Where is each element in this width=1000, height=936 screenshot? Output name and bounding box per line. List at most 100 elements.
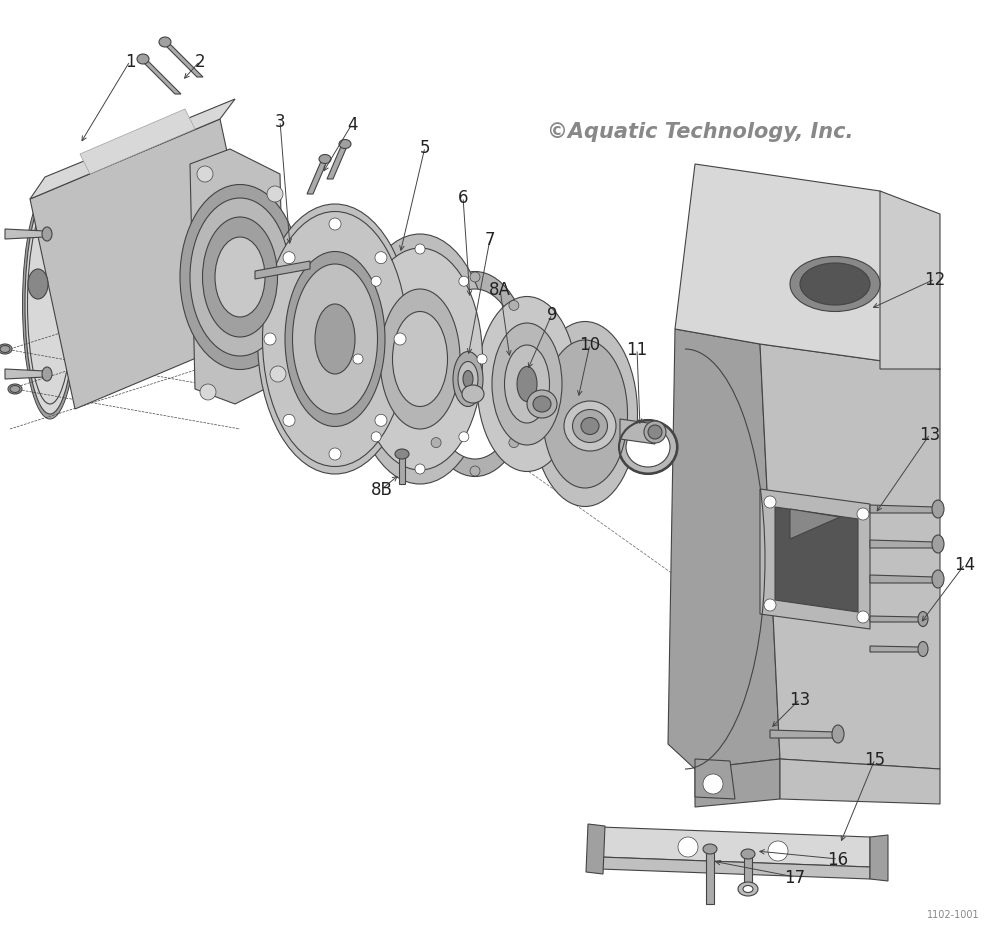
Text: 10: 10	[579, 336, 601, 354]
Polygon shape	[255, 262, 310, 280]
Ellipse shape	[918, 642, 928, 657]
Circle shape	[431, 301, 441, 311]
Polygon shape	[695, 759, 735, 799]
Ellipse shape	[319, 155, 331, 165]
Ellipse shape	[458, 362, 478, 397]
Polygon shape	[870, 616, 920, 622]
Circle shape	[371, 432, 381, 443]
Ellipse shape	[262, 212, 408, 467]
Ellipse shape	[380, 289, 460, 430]
Ellipse shape	[159, 38, 171, 48]
Polygon shape	[586, 824, 605, 874]
Text: 7: 7	[485, 231, 495, 249]
Ellipse shape	[202, 218, 278, 338]
Circle shape	[477, 355, 487, 365]
Text: 9: 9	[547, 306, 557, 324]
Circle shape	[470, 466, 480, 476]
Ellipse shape	[738, 882, 758, 896]
Circle shape	[703, 774, 723, 794]
Polygon shape	[790, 509, 840, 539]
Text: 15: 15	[864, 750, 886, 768]
Text: 3: 3	[275, 113, 285, 131]
Circle shape	[857, 611, 869, 623]
Ellipse shape	[0, 344, 12, 355]
Ellipse shape	[137, 55, 149, 65]
Polygon shape	[770, 730, 835, 739]
Ellipse shape	[258, 205, 413, 475]
Polygon shape	[870, 505, 935, 514]
Polygon shape	[870, 540, 935, 548]
Circle shape	[764, 599, 776, 611]
Circle shape	[857, 508, 869, 520]
Ellipse shape	[285, 252, 385, 427]
Polygon shape	[162, 43, 203, 78]
Polygon shape	[870, 835, 888, 881]
Polygon shape	[600, 827, 870, 867]
Circle shape	[375, 415, 387, 427]
Ellipse shape	[477, 298, 577, 472]
Polygon shape	[744, 854, 752, 894]
Circle shape	[375, 253, 387, 264]
Polygon shape	[80, 110, 195, 175]
Ellipse shape	[648, 426, 662, 440]
Circle shape	[470, 272, 480, 283]
Ellipse shape	[25, 195, 75, 415]
Polygon shape	[30, 120, 265, 410]
Text: 12: 12	[924, 271, 946, 288]
Circle shape	[509, 438, 519, 448]
Ellipse shape	[932, 535, 944, 553]
Circle shape	[197, 167, 213, 183]
Ellipse shape	[532, 322, 638, 507]
Text: 13: 13	[789, 690, 811, 709]
Polygon shape	[5, 229, 45, 240]
Text: 1102-1001: 1102-1001	[927, 909, 980, 919]
Ellipse shape	[0, 346, 10, 353]
Polygon shape	[5, 370, 45, 380]
Polygon shape	[668, 329, 780, 769]
Ellipse shape	[492, 324, 562, 446]
Circle shape	[768, 841, 788, 861]
Ellipse shape	[28, 205, 72, 404]
Ellipse shape	[315, 305, 355, 374]
Circle shape	[200, 385, 216, 401]
Circle shape	[525, 370, 535, 380]
Ellipse shape	[10, 386, 20, 393]
Polygon shape	[760, 344, 940, 769]
Text: 8B: 8B	[371, 480, 393, 499]
Ellipse shape	[741, 849, 755, 859]
Ellipse shape	[428, 289, 522, 460]
Polygon shape	[30, 100, 235, 199]
Ellipse shape	[626, 428, 670, 467]
Text: 1: 1	[125, 53, 135, 71]
Circle shape	[394, 333, 406, 345]
Polygon shape	[399, 455, 405, 485]
Polygon shape	[775, 507, 858, 612]
Circle shape	[353, 355, 363, 365]
Polygon shape	[620, 419, 655, 445]
Circle shape	[267, 187, 283, 203]
Circle shape	[329, 448, 341, 461]
Ellipse shape	[572, 410, 608, 443]
Circle shape	[509, 301, 519, 311]
Circle shape	[371, 277, 381, 287]
Polygon shape	[327, 145, 348, 180]
Ellipse shape	[800, 264, 870, 306]
Ellipse shape	[42, 227, 52, 241]
Ellipse shape	[180, 185, 300, 370]
Text: 8A: 8A	[489, 281, 511, 299]
Ellipse shape	[215, 238, 265, 317]
Ellipse shape	[581, 418, 599, 435]
Text: 14: 14	[954, 555, 976, 574]
Ellipse shape	[358, 249, 482, 471]
Circle shape	[283, 253, 295, 264]
Ellipse shape	[8, 385, 22, 395]
Text: 16: 16	[827, 850, 849, 868]
Polygon shape	[780, 759, 940, 804]
Ellipse shape	[28, 270, 48, 300]
Text: 5: 5	[420, 139, 430, 157]
Ellipse shape	[918, 612, 928, 627]
Ellipse shape	[932, 501, 944, 519]
Ellipse shape	[462, 386, 484, 403]
Ellipse shape	[463, 371, 473, 388]
Circle shape	[678, 837, 698, 857]
